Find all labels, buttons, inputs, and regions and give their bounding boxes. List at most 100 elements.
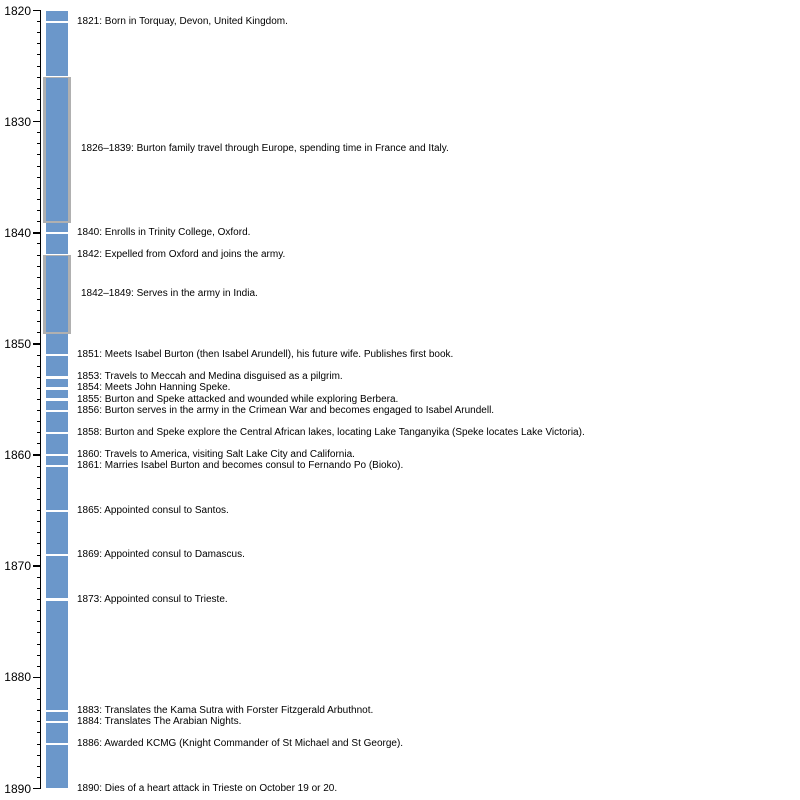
y-axis-tick-label: 1830 (4, 114, 31, 129)
timeline-segment-bar (46, 400, 68, 410)
y-axis-minor-tick (36, 265, 40, 267)
event-label: 1856: Burton serves in the army in the C… (77, 404, 495, 416)
y-axis-minor-tick (36, 643, 40, 645)
y-axis-minor-tick (36, 521, 40, 523)
y-axis-minor-tick (36, 287, 40, 289)
timeline-segment-bar (46, 222, 68, 232)
y-axis-minor-tick (36, 765, 40, 767)
y-axis-major-tick (33, 232, 40, 234)
timeline-segment-bar (46, 745, 68, 789)
timeline-segment-bar (46, 556, 68, 599)
event-label: 1890: Dies of a heart attack in Trieste … (77, 782, 338, 794)
timeline-segment-bar (46, 723, 68, 743)
event-label: 1861: Marries Isabel Burton and becomes … (77, 460, 404, 472)
timeline-segment-bar (46, 434, 68, 454)
y-axis-minor-tick (36, 421, 40, 423)
y-axis-minor-tick (36, 210, 40, 212)
y-axis-minor-tick (36, 732, 40, 734)
y-axis-minor-tick (36, 410, 40, 412)
y-axis-minor-tick (36, 198, 40, 200)
y-axis-spine (40, 10, 41, 789)
y-axis-minor-tick (36, 165, 40, 167)
y-axis-minor-tick (36, 443, 40, 445)
y-axis-minor-tick (36, 54, 40, 56)
y-axis-minor-tick (36, 499, 40, 501)
event-label: 1884: Translates The Arabian Nights. (77, 715, 242, 727)
y-axis-major-tick (33, 9, 40, 12)
y-axis-minor-tick (36, 487, 40, 489)
y-axis-minor-tick (36, 354, 40, 356)
event-label: 1853: Travels to Meccah and Medina disgu… (77, 371, 343, 383)
event-label: 1842: Expelled from Oxford and joins the… (77, 249, 286, 260)
timeline-segment-bar (46, 456, 68, 466)
y-axis-minor-tick (36, 543, 40, 545)
y-axis-minor-tick (36, 510, 40, 512)
y-axis-minor-tick (36, 399, 40, 400)
y-axis-minor-tick (36, 143, 40, 145)
timeline-segment-bar (46, 511, 68, 554)
y-axis-minor-tick (36, 132, 40, 134)
y-axis-minor-tick (36, 87, 40, 89)
timeline-segment-bar (46, 378, 68, 388)
event-label: 1873: Appointed consul to Trieste. (77, 593, 228, 605)
y-axis-minor-tick (36, 154, 40, 156)
timeline-segment-bar (46, 10, 68, 21)
y-axis-minor-tick (36, 710, 40, 712)
y-axis-minor-tick (36, 321, 40, 323)
timeline-segment-bar (46, 389, 68, 399)
event-label: 1855: Burton and Speke attacked and woun… (77, 393, 399, 405)
y-axis-minor-tick (36, 110, 40, 112)
event-label: 1860: Travels to America, visiting Salt … (77, 449, 355, 461)
y-axis-tick-label: 1880 (4, 670, 31, 685)
y-axis-minor-tick (36, 310, 40, 312)
y-axis-minor-tick (36, 243, 40, 245)
y-axis-major-tick (33, 343, 40, 345)
timeline-segment-bar (46, 467, 68, 510)
y-axis-minor-tick (36, 76, 40, 78)
y-axis-minor-tick (36, 665, 40, 667)
timeline-segment-bar (46, 234, 68, 254)
y-axis-tick-label: 1850 (4, 336, 31, 351)
y-axis-minor-tick (36, 187, 40, 189)
y-axis-minor-tick (36, 176, 40, 178)
y-axis-minor-tick (36, 465, 40, 467)
y-axis-minor-tick (36, 776, 40, 778)
event-label: 1869: Appointed consul to Damascus. (77, 549, 245, 561)
y-axis-tick-label: 1890 (4, 781, 31, 796)
y-axis-tick-label: 1860 (4, 448, 31, 463)
y-axis-minor-tick (36, 276, 40, 278)
y-axis-minor-tick (36, 532, 40, 534)
y-axis-minor-tick (36, 65, 40, 67)
y-axis-minor-tick (36, 476, 40, 478)
y-axis-major-tick (33, 454, 40, 456)
y-axis-minor-tick (36, 332, 40, 334)
y-axis-major-tick (33, 120, 40, 123)
y-axis-minor-tick (36, 587, 40, 589)
y-axis-minor-tick (36, 43, 40, 45)
event-label: 1854: Meets John Hanning Speke. (77, 382, 231, 394)
timeline-segment-bar (46, 356, 68, 377)
y-axis-minor-tick (36, 298, 40, 300)
y-axis-minor-tick (36, 98, 40, 100)
y-axis-minor-tick (36, 376, 40, 378)
event-label: 1842–1849: Serves in the army in India. (81, 287, 258, 299)
timeline-segment-bar (46, 411, 68, 432)
timeline-segment-bar (46, 334, 68, 354)
y-axis-minor-tick (36, 621, 40, 623)
y-axis-minor-tick (36, 754, 40, 756)
event-label: 1886: Awarded KCMG (Knight Commander of … (77, 738, 404, 750)
y-axis-tick-label: 1870 (4, 559, 31, 574)
y-axis-minor-tick (36, 687, 40, 689)
y-axis-minor-tick (36, 699, 40, 701)
y-axis-minor-tick (36, 632, 40, 634)
y-axis-minor-tick (36, 365, 40, 367)
y-axis-tick-label: 1820 (4, 3, 31, 18)
y-axis-major-tick (33, 787, 40, 790)
event-label: 1858: Burton and Speke explore the Centr… (77, 426, 585, 438)
y-axis-minor-tick (36, 254, 40, 256)
y-axis-minor-tick (36, 387, 40, 389)
event-label: 1883: Translates the Kama Sutra with For… (77, 704, 374, 716)
y-axis-minor-tick (36, 432, 40, 434)
y-axis-minor-tick (36, 743, 40, 745)
